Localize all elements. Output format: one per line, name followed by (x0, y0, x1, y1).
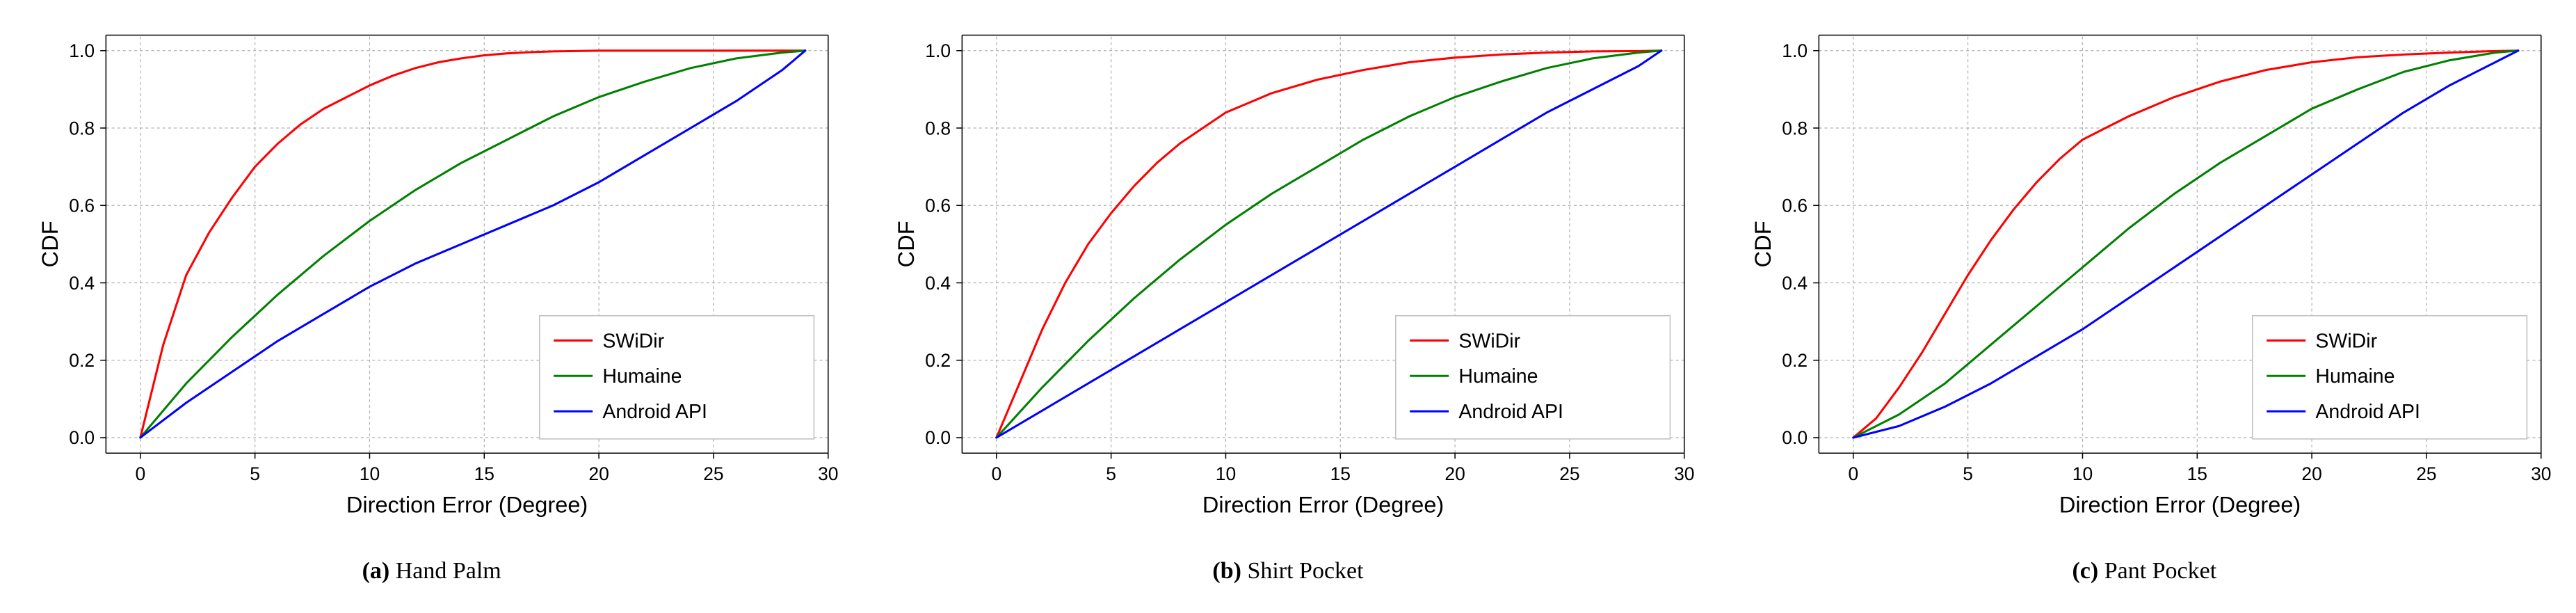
xtick-label: 30 (2531, 463, 2551, 484)
x-axis-label: Direction Error (Degree) (2059, 493, 2301, 518)
ytick-label: 0.2 (1782, 350, 1808, 371)
panel-caption: (b) Shirt Pocket (1212, 558, 1363, 584)
legend-label-humaine: Humaine (2315, 365, 2394, 388)
ytick-label: 0.8 (69, 118, 95, 138)
legend-label-swidir: SWiDir (2315, 330, 2377, 352)
caption-letter: (a) (362, 558, 390, 584)
legend-label-swidir: SWiDir (1459, 330, 1521, 352)
xtick-label: 0 (1848, 463, 1858, 484)
xtick-label: 5 (1106, 463, 1117, 484)
ytick-label: 0.4 (1782, 273, 1808, 294)
legend-label-android: Android API (602, 401, 707, 423)
plot-box: 0 5 10 15 20 25 30 0.0 0.2 0.4 0.6 0.8 1.0 Direction … (870, 14, 1705, 552)
xtick-label: 25 (1560, 463, 1580, 484)
plot-box: 0 5 10 15 20 25 30 0.0 0.2 0.4 0.6 0.8 1.0 Direction … (1727, 14, 2562, 552)
plot-box: 0 5 10 15 20 25 30 0.0 0.2 0.4 0.6 0.8 1.0 Direction … (14, 14, 849, 552)
cdf-chart-hand-palm: 0 5 10 15 20 25 30 0.0 0.2 0.4 0.6 0.8 1.0 Direction … (14, 14, 849, 552)
xtick-label: 30 (1674, 463, 1694, 484)
panel-shirt-pocket: 0 5 10 15 20 25 30 0.0 0.2 0.4 0.6 0.8 1.0 Direction … (870, 14, 1705, 584)
ytick-label: 0.0 (926, 427, 951, 448)
ytick-label: 0.4 (69, 273, 95, 294)
xtick-label: 10 (360, 463, 380, 484)
xtick-label: 10 (1216, 463, 1236, 484)
ytick-label: 0.6 (69, 196, 95, 216)
ytick-label: 1.0 (926, 40, 951, 61)
xtick-label: 20 (1445, 463, 1465, 484)
ytick-label: 0.6 (926, 196, 951, 216)
ytick-label: 1.0 (69, 40, 95, 61)
xtick-label: 20 (2301, 463, 2321, 484)
caption-text: Shirt Pocket (1247, 558, 1363, 584)
legend: SWiDir Humaine Android API (2252, 316, 2527, 439)
panel-caption: (c) Pant Pocket (2072, 558, 2216, 584)
caption-text: Pant Pocket (2104, 558, 2216, 584)
panel-caption: (a) Hand Palm (362, 558, 501, 584)
xtick-label: 30 (818, 463, 838, 484)
caption-text: Hand Palm (396, 558, 501, 584)
xtick-label: 5 (1963, 463, 1973, 484)
legend-label-swidir: SWiDir (602, 330, 664, 352)
xtick-label: 15 (1330, 463, 1351, 484)
legend: SWiDir Humaine Android API (1396, 316, 1671, 439)
xtick-label: 0 (992, 463, 1002, 484)
panel-hand-palm: 0 5 10 15 20 25 30 0.0 0.2 0.4 0.6 0.8 1.0 Direction … (14, 14, 849, 584)
y-axis-label: CDF (1750, 221, 1776, 267)
caption-letter: (b) (1212, 558, 1241, 584)
ytick-label: 0.6 (1782, 196, 1808, 216)
ytick-label: 0.0 (69, 427, 95, 448)
ytick-label: 0.8 (926, 118, 951, 138)
x-axis-label: Direction Error (Degree) (1202, 493, 1444, 518)
ytick-label: 0.4 (926, 273, 951, 294)
ytick-label: 0.2 (926, 350, 951, 371)
xtick-label: 20 (588, 463, 609, 484)
xtick-label: 25 (2416, 463, 2436, 484)
legend: SWiDir Humaine Android API (540, 316, 814, 439)
xtick-label: 5 (250, 463, 260, 484)
ytick-label: 0.8 (1782, 118, 1808, 138)
ytick-label: 0.0 (1782, 427, 1808, 448)
caption-letter: (c) (2072, 558, 2098, 584)
xtick-label: 0 (135, 463, 145, 484)
x-axis-label: Direction Error (Degree) (346, 493, 588, 518)
legend-label-android: Android API (2315, 401, 2420, 423)
legend-label-humaine: Humaine (1459, 365, 1538, 388)
panel-pant-pocket: 0 5 10 15 20 25 30 0.0 0.2 0.4 0.6 0.8 1.0 Direction … (1727, 14, 2562, 584)
cdf-chart-shirt-pocket: 0 5 10 15 20 25 30 0.0 0.2 0.4 0.6 0.8 1.0 Direction … (870, 14, 1705, 552)
xtick-label: 15 (474, 463, 494, 484)
y-axis-label: CDF (38, 221, 63, 267)
xtick-label: 15 (2187, 463, 2207, 484)
xtick-label: 25 (703, 463, 723, 484)
ytick-label: 1.0 (1782, 40, 1808, 61)
legend-label-humaine: Humaine (602, 365, 682, 388)
ytick-label: 0.2 (69, 350, 95, 371)
cdf-chart-pant-pocket: 0 5 10 15 20 25 30 0.0 0.2 0.4 0.6 0.8 1.0 Direction … (1727, 14, 2562, 552)
xtick-label: 10 (2072, 463, 2092, 484)
figure-row: 0 5 10 15 20 25 30 0.0 0.2 0.4 0.6 0.8 1.0 Direction … (14, 14, 2562, 584)
y-axis-label: CDF (894, 221, 919, 267)
legend-label-android: Android API (1459, 401, 1564, 423)
